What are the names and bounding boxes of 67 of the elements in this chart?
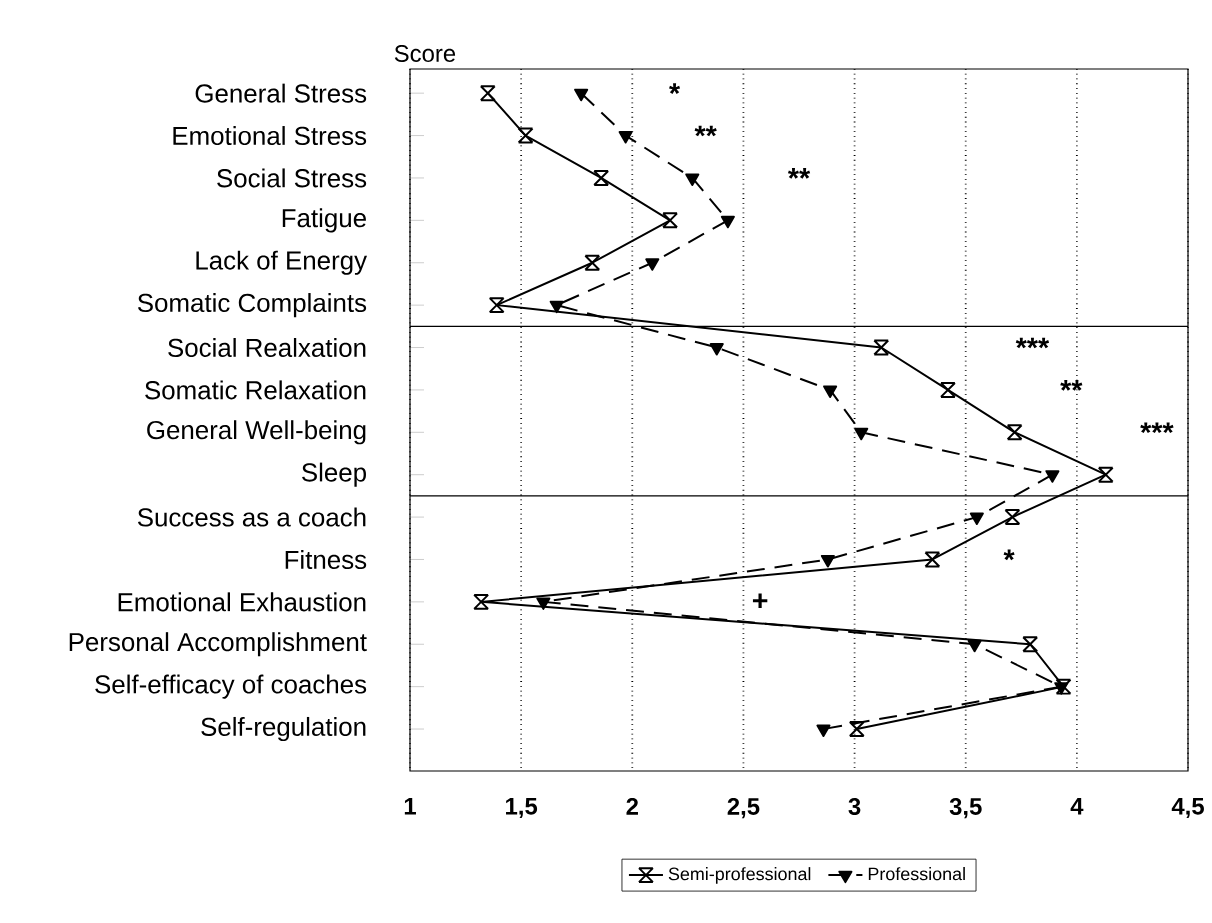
y-tick-label: Personal Accomplishment (69, 632, 367, 657)
annotation: *** (1015, 337, 1050, 349)
point (1097, 466, 1114, 483)
point (1022, 636, 1039, 653)
y-tick-label: Self-efficacy of coaches (95, 674, 367, 699)
point (969, 512, 984, 526)
point (593, 169, 610, 186)
x-tick-label: 4 (1070, 797, 1084, 815)
y-tick-label: Social Realxation (168, 337, 366, 358)
y-tick-label: Emotional Exhaustion (118, 592, 366, 612)
legend-label: Semi-professional (668, 867, 811, 884)
point (479, 85, 496, 102)
point (939, 381, 956, 398)
point (685, 173, 700, 186)
annotation: ** (787, 168, 811, 179)
point (1055, 678, 1072, 695)
y-tick-label: Sleep (302, 462, 366, 487)
y-tick-label: Fitness (285, 549, 367, 569)
annotation: + (752, 593, 768, 609)
point (1006, 424, 1023, 441)
point (924, 551, 941, 568)
point (1045, 470, 1060, 483)
y-tick-label: Fatigue (282, 208, 366, 233)
point (967, 639, 982, 653)
point (854, 427, 869, 441)
y-tick-label: Success as a coach (137, 507, 366, 527)
y-tick-label: Somatic Relaxation (145, 380, 366, 400)
annotation: ** (694, 125, 717, 137)
point (873, 339, 890, 356)
annotation: ** (1060, 380, 1083, 391)
point (473, 593, 490, 610)
x-tick-label: 2,5 (727, 797, 760, 819)
annotation: * (669, 83, 681, 94)
x-tick-label: 2 (626, 797, 638, 815)
point (488, 297, 505, 314)
x-axis-title: Score (394, 45, 456, 62)
point (517, 127, 534, 144)
y-tick-label: Emotional Stress (173, 126, 367, 146)
point (584, 254, 601, 271)
point (709, 343, 724, 356)
x-tick-label: 1,5 (506, 797, 538, 819)
x-tick-label: 3 (848, 797, 861, 815)
point (820, 554, 835, 568)
point (618, 131, 633, 144)
point (536, 597, 551, 610)
point (1054, 682, 1069, 695)
y-tick-label: Lack of Energy (196, 250, 368, 275)
point (645, 258, 660, 271)
y-tick-label: Social Stress (217, 168, 367, 188)
x-tick-label: 3,5 (949, 797, 982, 819)
annotation: *** (1140, 422, 1174, 434)
point (549, 300, 564, 314)
point (662, 212, 679, 229)
point (823, 385, 838, 398)
legend-label: Professional (868, 867, 965, 881)
point (848, 721, 865, 738)
y-tick-label: General Stress (195, 83, 367, 103)
y-tick-label: Somatic Complaints (137, 293, 367, 318)
x-tick-label: 4,5 (1171, 797, 1204, 819)
point (720, 215, 735, 229)
point (1004, 509, 1021, 526)
x-tick-label: 1 (404, 797, 416, 815)
annotation: * (1003, 549, 1015, 561)
point (574, 88, 589, 102)
point (816, 724, 831, 738)
y-tick-label: Self-regulation (201, 716, 366, 742)
y-tick-label: General Well-being (147, 420, 366, 445)
